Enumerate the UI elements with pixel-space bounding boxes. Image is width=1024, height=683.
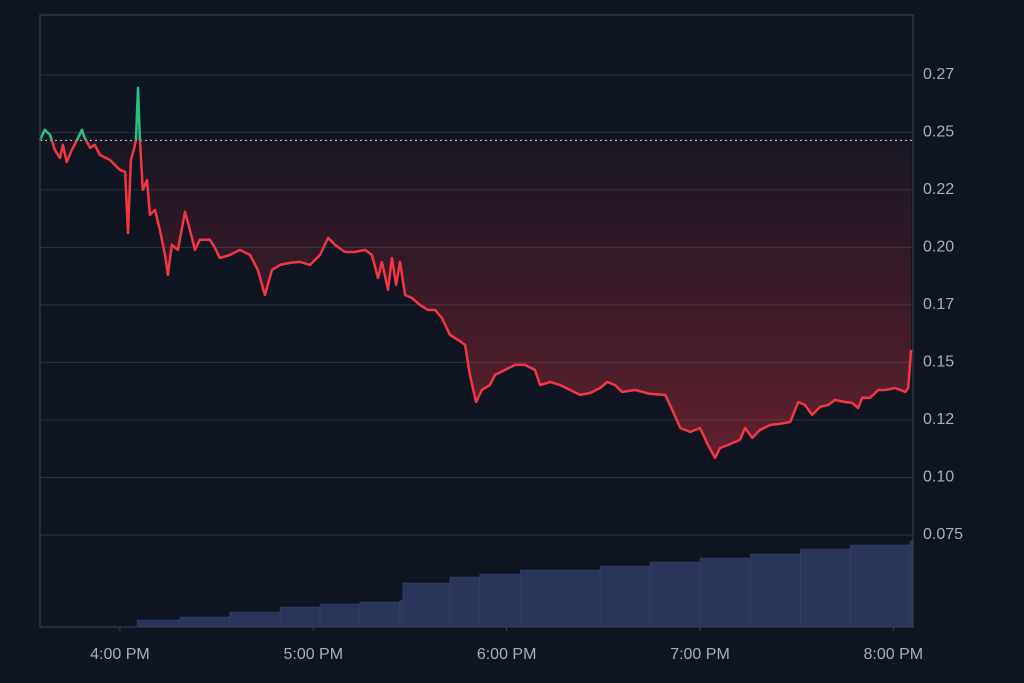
y-tick-label: 0.075	[923, 526, 963, 543]
volume-bar	[449, 576, 481, 628]
volume-bar	[319, 603, 361, 628]
y-tick-label: 0.20	[923, 239, 954, 256]
y-tick-label: 0.25	[923, 124, 954, 141]
volume-bar	[279, 606, 321, 628]
x-tick-label: 4:00 PM	[90, 646, 150, 663]
volume-bar	[750, 553, 801, 628]
y-tick-label: 0.27	[923, 66, 954, 83]
volume-bar	[402, 582, 451, 628]
volume-bar	[229, 611, 281, 628]
volume-bar	[519, 569, 601, 628]
volume-bar	[799, 548, 851, 628]
volume-bar	[359, 601, 401, 628]
y-tick-label: 0.22	[923, 181, 954, 198]
x-tick-label: 8:00 PM	[864, 646, 924, 663]
x-tick-label: 7:00 PM	[670, 646, 730, 663]
y-tick-label: 0.10	[923, 469, 954, 486]
y-tick-label: 0.12	[923, 411, 954, 428]
volume-bar	[479, 573, 521, 628]
volume-bar	[849, 544, 911, 628]
volume-bar	[399, 599, 404, 628]
x-tick-label: 6:00 PM	[477, 646, 537, 663]
price-line	[38, 86, 913, 460]
volume-bar	[699, 557, 751, 628]
x-tick-label: 5:00 PM	[283, 646, 343, 663]
y-tick-label: 0.15	[923, 354, 954, 371]
volume-bar	[136, 619, 181, 628]
volume-bar	[179, 616, 231, 628]
plot-frame	[39, 14, 914, 628]
y-tick-label: 0.17	[923, 296, 954, 313]
volume-bar	[649, 561, 701, 628]
price-area	[40, 87, 912, 458]
volume-bar	[599, 565, 651, 628]
